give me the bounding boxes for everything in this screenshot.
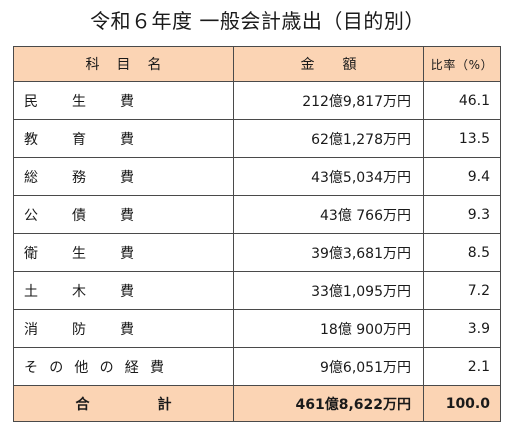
table-header-row: 科目名 金額 比率（%） <box>13 46 501 82</box>
ratio-cell: 3.9 <box>423 309 501 348</box>
ratio-cell: 2.1 <box>423 347 501 386</box>
amount-cell: 43億5,034万円 <box>233 157 424 196</box>
total-ratio-cell: 100.0 <box>423 385 501 422</box>
header-item-label: 科目名 <box>85 57 162 73</box>
header-item: 科目名 <box>13 46 234 82</box>
header-amount-label: 金額 <box>300 57 357 73</box>
header-amount: 金額 <box>233 46 424 82</box>
item-label: その他の経費 <box>24 359 164 376</box>
table-row: 民生費 212億9,817万円 46.1 <box>13 81 501 120</box>
table-row: 消防費 18億 900万円 3.9 <box>13 309 501 348</box>
ratio-cell: 7.2 <box>423 271 501 310</box>
table-row: その他の経費 9億6,051万円 2.1 <box>13 347 501 386</box>
total-amount-cell: 461億8,622万円 <box>233 385 424 422</box>
item-label: 民生費 <box>24 93 134 110</box>
table-row: 総務費 43億5,034万円 9.4 <box>13 157 501 196</box>
ratio-cell: 9.3 <box>423 195 501 234</box>
item-label: 公債費 <box>24 207 134 224</box>
item-cell: 土木費 <box>13 271 234 310</box>
total-row: 合計 461億8,622万円 100.0 <box>13 385 501 422</box>
item-cell: 公債費 <box>13 195 234 234</box>
table-row: 教育費 62億1,278万円 13.5 <box>13 119 501 158</box>
item-cell: 衛生費 <box>13 233 234 272</box>
ratio-cell: 8.5 <box>423 233 501 272</box>
item-label: 総務費 <box>24 169 134 186</box>
header-ratio: 比率（%） <box>423 46 501 82</box>
table-row: 衛生費 39億3,681万円 8.5 <box>13 233 501 272</box>
amount-cell: 9億6,051万円 <box>233 347 424 386</box>
item-label: 土木費 <box>24 283 134 300</box>
item-cell: 教育費 <box>13 119 234 158</box>
amount-cell: 18億 900万円 <box>233 309 424 348</box>
item-label: 衛生費 <box>24 245 134 262</box>
item-cell: その他の経費 <box>13 347 234 386</box>
amount-cell: 212億9,817万円 <box>233 81 424 120</box>
total-item-cell: 合計 <box>13 385 234 422</box>
ratio-cell: 13.5 <box>423 119 501 158</box>
amount-cell: 33億1,095万円 <box>233 271 424 310</box>
ratio-cell: 46.1 <box>423 81 501 120</box>
item-label: 教育費 <box>24 131 134 148</box>
budget-table: 科目名 金額 比率（%） 民生費 212億9,817万円 46.1 教育費 62… <box>13 46 501 422</box>
amount-cell: 43億 766万円 <box>233 195 424 234</box>
amount-cell: 39億3,681万円 <box>233 233 424 272</box>
item-cell: 総務費 <box>13 157 234 196</box>
amount-cell: 62億1,278万円 <box>233 119 424 158</box>
page-title: 令和６年度 一般会計歳出（目的別） <box>90 9 425 33</box>
table-row: 公債費 43億 766万円 9.3 <box>13 195 501 234</box>
item-cell: 消防費 <box>13 309 234 348</box>
item-cell: 民生費 <box>13 81 234 120</box>
ratio-cell: 9.4 <box>423 157 501 196</box>
item-label: 消防費 <box>24 321 134 338</box>
table-row: 土木費 33億1,095万円 7.2 <box>13 271 501 310</box>
total-label: 合計 <box>75 396 172 413</box>
